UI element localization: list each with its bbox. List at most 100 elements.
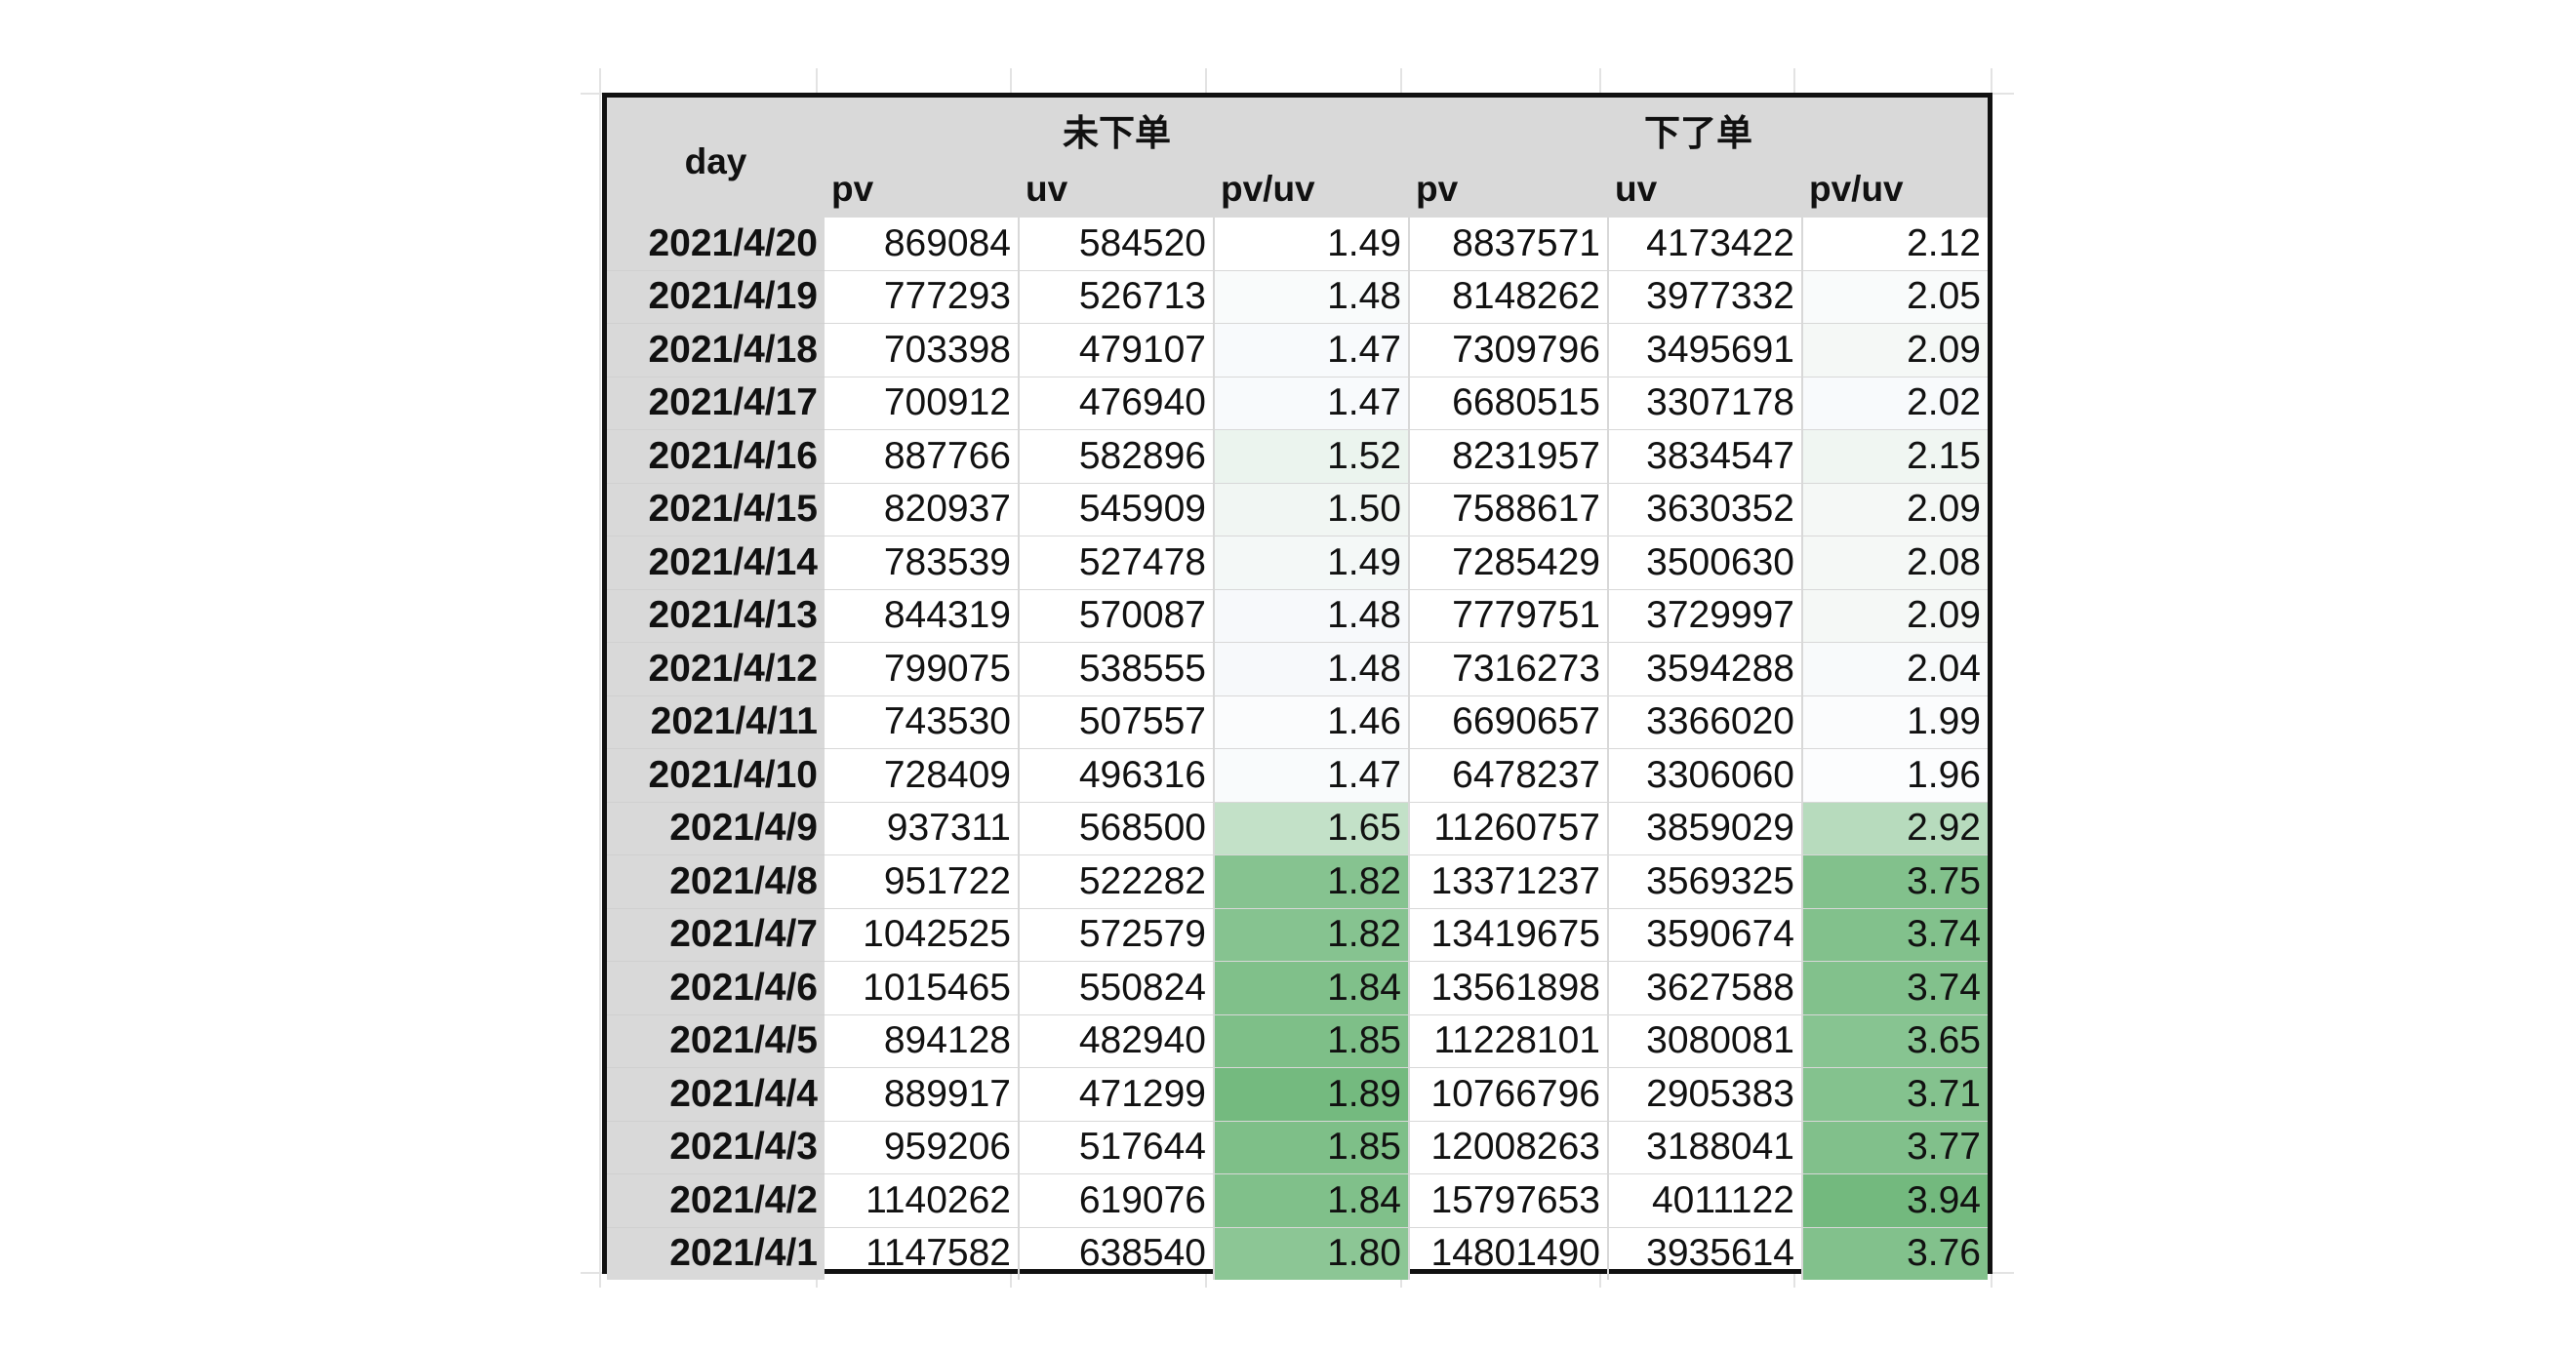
- cell-uv-ordered[interactable]: 3080081: [1608, 1014, 1803, 1068]
- cell-pv-not-ordered[interactable]: 1042525: [825, 908, 1020, 962]
- cell-ratio-not-ordered[interactable]: 1.50: [1214, 483, 1410, 536]
- cell-uv-ordered[interactable]: 3630352: [1608, 483, 1803, 536]
- date-cell[interactable]: 2021/4/16: [607, 429, 825, 484]
- cell-pv-not-ordered[interactable]: 799075: [825, 642, 1020, 696]
- cell-pv-not-ordered[interactable]: 869084: [825, 218, 1020, 271]
- cell-pv-ordered[interactable]: 8837571: [1409, 218, 1609, 271]
- cell-ratio-ordered[interactable]: 2.09: [1802, 589, 1988, 643]
- cell-ratio-not-ordered[interactable]: 1.65: [1214, 802, 1410, 855]
- date-cell[interactable]: 2021/4/14: [607, 536, 825, 590]
- date-cell[interactable]: 2021/4/12: [607, 642, 825, 696]
- cell-pv-ordered[interactable]: 12008263: [1409, 1121, 1609, 1174]
- cell-pv-ordered[interactable]: 7316273: [1409, 642, 1609, 696]
- cell-pv-not-ordered[interactable]: 1140262: [825, 1173, 1020, 1228]
- cell-ratio-ordered[interactable]: 3.65: [1802, 1014, 1988, 1068]
- cell-ratio-ordered[interactable]: 3.94: [1802, 1173, 1988, 1228]
- cell-ratio-ordered[interactable]: 2.09: [1802, 323, 1988, 377]
- cell-pv-ordered[interactable]: 14801490: [1409, 1227, 1609, 1280]
- cell-ratio-ordered[interactable]: 3.71: [1802, 1067, 1988, 1122]
- cell-uv-ordered[interactable]: 3935614: [1608, 1227, 1803, 1280]
- cell-ratio-not-ordered[interactable]: 1.48: [1214, 642, 1410, 696]
- cell-uv-not-ordered[interactable]: 471299: [1019, 1067, 1215, 1122]
- cell-pv-ordered[interactable]: 7285429: [1409, 536, 1609, 590]
- cell-pv-not-ordered[interactable]: 1015465: [825, 961, 1020, 1015]
- cell-ratio-ordered[interactable]: 2.04: [1802, 642, 1988, 696]
- cell-pv-not-ordered[interactable]: 887766: [825, 429, 1020, 484]
- cell-pv-ordered[interactable]: 7779751: [1409, 589, 1609, 643]
- date-cell[interactable]: 2021/4/6: [607, 961, 825, 1015]
- cell-uv-not-ordered[interactable]: 568500: [1019, 802, 1215, 855]
- cell-ratio-ordered[interactable]: 2.92: [1802, 802, 1988, 855]
- cell-uv-ordered[interactable]: 3594288: [1608, 642, 1803, 696]
- date-cell[interactable]: 2021/4/13: [607, 589, 825, 643]
- cell-ratio-ordered[interactable]: 2.09: [1802, 483, 1988, 536]
- cell-uv-not-ordered[interactable]: 638540: [1019, 1227, 1215, 1280]
- cell-pv-not-ordered[interactable]: 728409: [825, 748, 1020, 803]
- cell-uv-not-ordered[interactable]: 538555: [1019, 642, 1215, 696]
- date-cell[interactable]: 2021/4/9: [607, 802, 825, 855]
- cell-uv-not-ordered[interactable]: 517644: [1019, 1121, 1215, 1174]
- cell-ratio-not-ordered[interactable]: 1.85: [1214, 1121, 1410, 1174]
- cell-ratio-ordered[interactable]: 2.02: [1802, 377, 1988, 430]
- cell-ratio-not-ordered[interactable]: 1.47: [1214, 323, 1410, 377]
- cell-pv-not-ordered[interactable]: 951722: [825, 854, 1020, 909]
- date-cell[interactable]: 2021/4/20: [607, 218, 825, 271]
- cell-pv-not-ordered[interactable]: 844319: [825, 589, 1020, 643]
- cell-pv-not-ordered[interactable]: 703398: [825, 323, 1020, 377]
- cell-uv-ordered[interactable]: 4173422: [1608, 218, 1803, 271]
- date-cell[interactable]: 2021/4/11: [607, 695, 825, 749]
- cell-pv-ordered[interactable]: 15797653: [1409, 1173, 1609, 1228]
- cell-uv-ordered[interactable]: 3977332: [1608, 270, 1803, 324]
- cell-pv-ordered[interactable]: 8231957: [1409, 429, 1609, 484]
- cell-pv-not-ordered[interactable]: 937311: [825, 802, 1020, 855]
- cell-pv-ordered[interactable]: 7309796: [1409, 323, 1609, 377]
- cell-ratio-not-ordered[interactable]: 1.82: [1214, 908, 1410, 962]
- date-cell[interactable]: 2021/4/1: [607, 1227, 825, 1280]
- cell-pv-ordered[interactable]: 6690657: [1409, 695, 1609, 749]
- cell-pv-ordered[interactable]: 6680515: [1409, 377, 1609, 430]
- cell-uv-ordered[interactable]: 3306060: [1608, 748, 1803, 803]
- cell-pv-not-ordered[interactable]: 777293: [825, 270, 1020, 324]
- date-cell[interactable]: 2021/4/2: [607, 1173, 825, 1228]
- cell-ratio-not-ordered[interactable]: 1.84: [1214, 1173, 1410, 1228]
- cell-uv-not-ordered[interactable]: 584520: [1019, 218, 1215, 271]
- date-cell[interactable]: 2021/4/3: [607, 1121, 825, 1174]
- cell-uv-ordered[interactable]: 3366020: [1608, 695, 1803, 749]
- cell-pv-not-ordered[interactable]: 1147582: [825, 1227, 1020, 1280]
- cell-ratio-not-ordered[interactable]: 1.47: [1214, 377, 1410, 430]
- cell-ratio-not-ordered[interactable]: 1.82: [1214, 854, 1410, 909]
- cell-pv-ordered[interactable]: 8148262: [1409, 270, 1609, 324]
- cell-uv-ordered[interactable]: 3307178: [1608, 377, 1803, 430]
- date-cell[interactable]: 2021/4/17: [607, 377, 825, 430]
- cell-uv-not-ordered[interactable]: 572579: [1019, 908, 1215, 962]
- cell-uv-ordered[interactable]: 3729997: [1608, 589, 1803, 643]
- cell-pv-not-ordered[interactable]: 820937: [825, 483, 1020, 536]
- cell-uv-ordered[interactable]: 3495691: [1608, 323, 1803, 377]
- cell-uv-not-ordered[interactable]: 570087: [1019, 589, 1215, 643]
- cell-ratio-ordered[interactable]: 3.75: [1802, 854, 1988, 909]
- cell-ratio-ordered[interactable]: 3.76: [1802, 1227, 1988, 1280]
- cell-uv-not-ordered[interactable]: 527478: [1019, 536, 1215, 590]
- cell-pv-ordered[interactable]: 13371237: [1409, 854, 1609, 909]
- date-cell[interactable]: 2021/4/10: [607, 748, 825, 803]
- date-cell[interactable]: 2021/4/8: [607, 854, 825, 909]
- cell-uv-ordered[interactable]: 3590674: [1608, 908, 1803, 962]
- cell-uv-not-ordered[interactable]: 582896: [1019, 429, 1215, 484]
- cell-uv-not-ordered[interactable]: 550824: [1019, 961, 1215, 1015]
- cell-pv-ordered[interactable]: 13419675: [1409, 908, 1609, 962]
- cell-pv-not-ordered[interactable]: 783539: [825, 536, 1020, 590]
- cell-pv-not-ordered[interactable]: 959206: [825, 1121, 1020, 1174]
- cell-uv-not-ordered[interactable]: 545909: [1019, 483, 1215, 536]
- cell-pv-not-ordered[interactable]: 889917: [825, 1067, 1020, 1122]
- cell-ratio-not-ordered[interactable]: 1.47: [1214, 748, 1410, 803]
- cell-pv-ordered[interactable]: 6478237: [1409, 748, 1609, 803]
- cell-pv-not-ordered[interactable]: 700912: [825, 377, 1020, 430]
- cell-ratio-ordered[interactable]: 3.74: [1802, 908, 1988, 962]
- cell-ratio-ordered[interactable]: 2.08: [1802, 536, 1988, 590]
- cell-uv-not-ordered[interactable]: 507557: [1019, 695, 1215, 749]
- cell-ratio-not-ordered[interactable]: 1.52: [1214, 429, 1410, 484]
- cell-ratio-not-ordered[interactable]: 1.46: [1214, 695, 1410, 749]
- cell-ratio-ordered[interactable]: 3.77: [1802, 1121, 1988, 1174]
- cell-ratio-not-ordered[interactable]: 1.84: [1214, 961, 1410, 1015]
- cell-uv-not-ordered[interactable]: 479107: [1019, 323, 1215, 377]
